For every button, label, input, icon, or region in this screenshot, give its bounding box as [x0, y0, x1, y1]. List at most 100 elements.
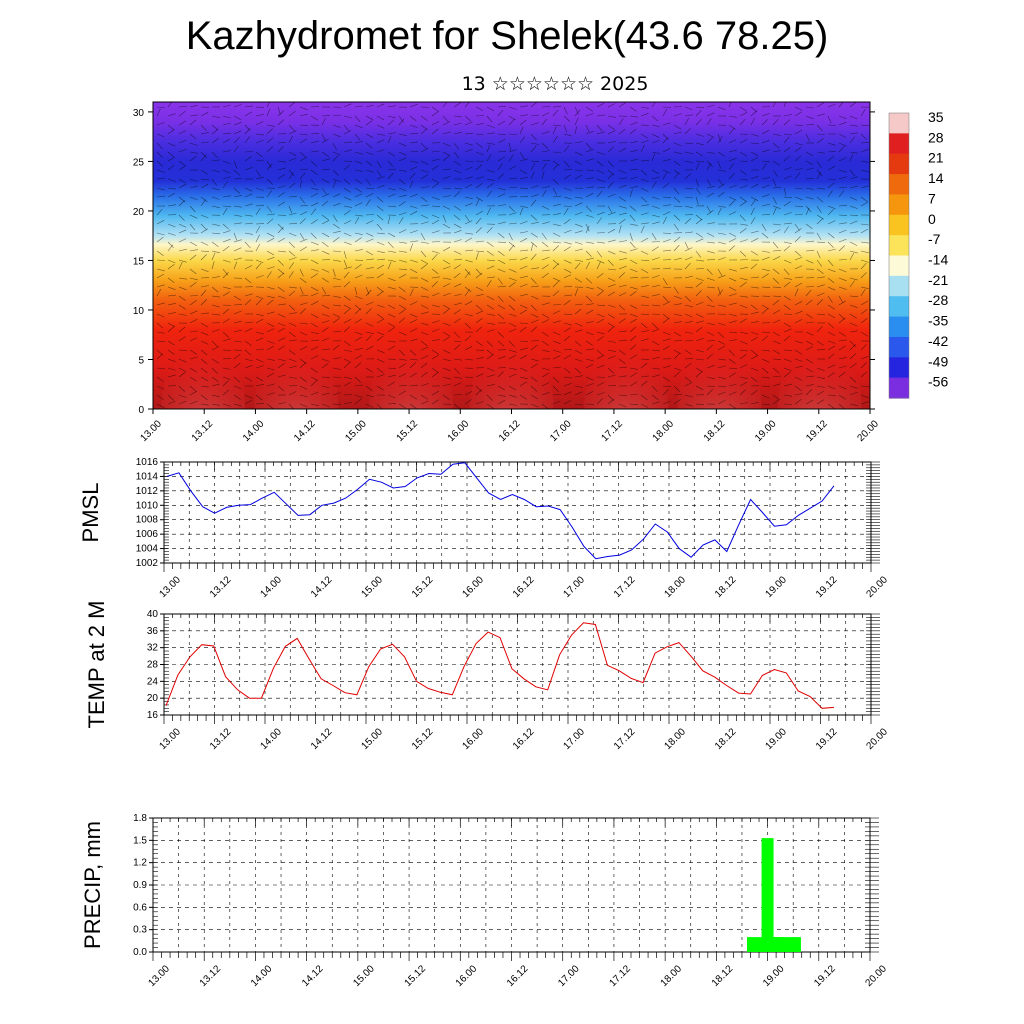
wind-barb: [354, 160, 363, 164]
wind-barb: [563, 313, 573, 315]
wind-barb: [354, 286, 358, 295]
wind-barb: [838, 229, 847, 234]
wind-barb: [728, 349, 735, 356]
wind-barb: [244, 214, 253, 217]
wind-barb: [442, 205, 451, 210]
colorbar-label: -7: [928, 231, 941, 247]
wind-barb: [189, 349, 197, 355]
wind-barb: [728, 163, 734, 171]
wind-barb: [585, 331, 594, 336]
wind-barb: [629, 241, 636, 249]
wind-barb: [717, 289, 724, 297]
wind-barb: [860, 362, 868, 369]
wind-barb: [288, 376, 297, 379]
wind-barb: [266, 367, 275, 371]
wind-barb: [343, 220, 352, 225]
wind-barb: [706, 232, 715, 237]
wind-barb: [574, 358, 583, 362]
wind-barb: [321, 348, 330, 351]
wind-barb: [497, 109, 504, 117]
wind-barb: [607, 374, 616, 378]
wind-barb: [299, 286, 304, 295]
wind-barb: [519, 196, 529, 198]
wind-barb: [585, 223, 590, 232]
wind-barb: [596, 290, 604, 297]
wind-barb: [783, 119, 791, 126]
wind-barb: [420, 263, 428, 270]
wind-barb: [739, 304, 748, 309]
wind-barb: [816, 160, 822, 168]
wind-barb: [596, 169, 605, 174]
wind-barb: [629, 189, 633, 198]
wind-barb: [794, 256, 803, 261]
wind-barb: [211, 241, 219, 247]
wind-barb: [530, 214, 538, 221]
wind-barb: [640, 285, 649, 288]
wind-barb: [662, 211, 671, 216]
wind-barb: [519, 354, 528, 360]
wind-barb: [299, 302, 308, 306]
wind-barb: [178, 178, 187, 184]
wind-barb: [266, 137, 274, 144]
wind-barb: [750, 151, 759, 156]
wind-barb: [541, 205, 550, 210]
wind-barb: [618, 196, 626, 202]
wind-barb: [167, 223, 176, 228]
wind-barb: [805, 321, 814, 324]
wind-barb: [508, 354, 517, 360]
wind-barb: [596, 160, 604, 167]
wind-barb: [750, 311, 759, 315]
wind-barb: [739, 353, 747, 360]
wind-barb: [640, 268, 649, 274]
wind-barb: [156, 340, 166, 342]
wind-barb: [332, 178, 341, 182]
wind-barb: [354, 376, 362, 383]
wind-barb: [497, 156, 505, 162]
wind-barb: [519, 394, 527, 400]
wind-barb: [387, 304, 396, 309]
y-tick-label: 16: [147, 710, 159, 721]
wind-barb: [783, 268, 790, 276]
wind-barb: [827, 331, 836, 336]
x-tick-label: 16.00: [460, 726, 486, 752]
wind-barb: [618, 318, 626, 324]
wind-barb: [596, 336, 604, 342]
wind-barb: [739, 185, 748, 189]
x-tick-label: 17.12: [612, 574, 638, 600]
wind-barb: [563, 160, 570, 168]
wind-barb: [266, 311, 275, 315]
wind-barb: [629, 141, 638, 144]
wind-barb: [640, 338, 649, 342]
wind-barb: [750, 389, 758, 396]
wind-barb: [673, 257, 682, 261]
wind-barb: [794, 129, 803, 135]
wind-barb: [585, 142, 592, 150]
wind-barb: [222, 104, 231, 108]
wind-barb: [299, 394, 308, 398]
wind-barb: [244, 399, 253, 405]
wind-barb: [838, 176, 847, 180]
wind-barb: [255, 376, 264, 382]
wind-barb: [178, 261, 183, 270]
wind-barb: [431, 276, 440, 279]
wind-barb: [442, 308, 450, 315]
wind-barb: [706, 209, 714, 216]
wind-barb: [541, 160, 551, 162]
wind-barb: [244, 151, 254, 153]
wind-barb: [519, 169, 528, 175]
wind-barb: [211, 223, 220, 226]
warm-spot: [369, 339, 454, 409]
wind-barb: [211, 232, 221, 235]
wind-barb: [233, 195, 242, 198]
wind-barb: [805, 384, 814, 387]
wind-barb: [552, 310, 561, 315]
wind-barb: [420, 221, 429, 225]
wind-barb: [321, 250, 330, 255]
colorbar-swatch: [889, 174, 909, 196]
wind-barb: [618, 205, 627, 209]
x-tick-label: 18.12: [713, 574, 739, 600]
wind-barb: [849, 169, 856, 177]
wind-barb: [266, 190, 272, 198]
wind-barb: [233, 385, 242, 390]
wind-barb: [684, 205, 693, 209]
